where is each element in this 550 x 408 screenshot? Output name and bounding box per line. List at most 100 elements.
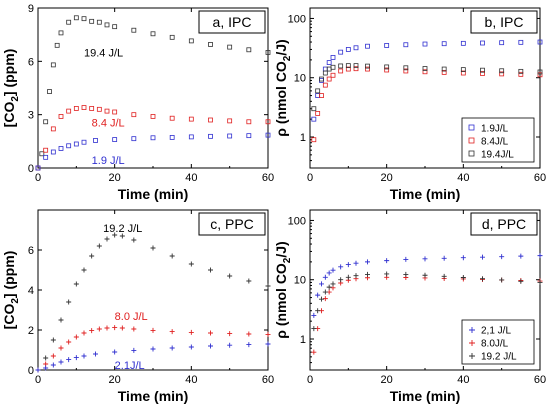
data-point: [131, 27, 137, 33]
data-point: [188, 329, 194, 335]
data-point: [322, 70, 328, 76]
series-0: [35, 15, 271, 171]
data-point: [43, 355, 49, 361]
data-point: [311, 106, 317, 112]
y-axis-label-sub: 2: [10, 96, 21, 102]
legend-marker: [468, 150, 475, 157]
data-point: [480, 254, 485, 260]
data-point: [322, 82, 328, 88]
data-point: [188, 134, 194, 140]
data-point: [322, 289, 328, 295]
data-point: [460, 255, 466, 261]
y-axis-label: ρ (nmol CO2/J): [273, 241, 293, 338]
data-point: [338, 49, 344, 55]
data-point: [315, 308, 321, 314]
data-point: [208, 42, 213, 47]
data-point: [50, 337, 56, 343]
data-point: [89, 253, 95, 259]
data-point: [188, 344, 194, 350]
data-point: [227, 342, 233, 348]
data-point: [169, 115, 175, 121]
chart-panel-0: 0 20 40 60 0 3 6 9 Time (min) [CO2] (ppm) a, IPC 19…: [1, 3, 274, 202]
data-point: [112, 137, 118, 142]
data-point: [96, 243, 102, 249]
data-point: [319, 93, 324, 98]
data-point: [403, 256, 409, 262]
data-point: [35, 367, 41, 373]
data-point: [227, 273, 233, 279]
y-axis-label-unit: /J): [273, 39, 289, 55]
data-point: [246, 278, 252, 284]
y-axis-label-main: ρ (nmol CO: [273, 263, 289, 339]
data-point: [112, 232, 118, 238]
data-point: [319, 78, 324, 83]
panel-label-box: [470, 10, 538, 34]
data-point: [345, 262, 351, 268]
data-point: [537, 69, 543, 75]
data-point: [265, 132, 271, 138]
legend-entry: 8.4J/L: [481, 137, 509, 148]
data-point: [319, 76, 324, 82]
data-point: [131, 347, 137, 353]
data-point: [422, 256, 428, 262]
data-point: [518, 68, 524, 74]
data-point: [47, 89, 52, 94]
y-tick-label: 10: [294, 275, 306, 287]
data-point: [50, 353, 56, 359]
y-tick-label: 4: [28, 285, 34, 297]
data-point: [66, 299, 72, 305]
data-point: [50, 362, 56, 368]
data-point: [246, 331, 252, 337]
x-tick-label: 20: [109, 172, 121, 184]
data-point: [265, 50, 271, 55]
series-2: [311, 63, 543, 112]
data-point: [73, 334, 79, 340]
x-tick-label: 60: [534, 172, 546, 184]
data-point: [315, 292, 321, 298]
legend: 1.9J/L 8.4J/L 19.4J/L: [461, 117, 535, 163]
data-point: [403, 42, 409, 48]
data-point: [403, 68, 409, 74]
data-point: [330, 267, 336, 273]
data-point: [330, 55, 336, 60]
data-point: [265, 283, 271, 289]
data-point: [480, 67, 485, 73]
data-point: [480, 71, 485, 76]
data-point: [227, 331, 233, 337]
x-tick-label: 0: [35, 172, 41, 184]
data-point: [227, 133, 233, 139]
data-point: [150, 114, 156, 119]
data-point: [112, 24, 118, 30]
data-point: [319, 281, 324, 287]
y-tick-label: 100: [288, 215, 306, 227]
data-point: [326, 284, 332, 290]
data-point: [227, 44, 233, 50]
data-point: [104, 325, 110, 331]
x-tick-label: 40: [185, 374, 197, 386]
data-point: [384, 67, 390, 73]
legend-entry: 8.0J/L: [481, 339, 509, 350]
data-point: [150, 245, 156, 251]
data-point: [353, 45, 359, 51]
data-point: [384, 43, 390, 48]
x-tick-label: 20: [381, 172, 393, 184]
data-point: [131, 136, 137, 142]
panel-label: d, PPC: [482, 216, 526, 232]
data-point: [35, 165, 41, 171]
data-point: [73, 15, 79, 21]
series-1: [35, 325, 271, 373]
data-point: [58, 317, 64, 323]
series-annotation: 1.9 J/L: [92, 155, 125, 167]
y-tick-label: 1: [300, 334, 306, 346]
y-axis-label: ρ (nmol CO2/J): [273, 39, 293, 136]
y-axis-label-main: [CO: [1, 304, 17, 330]
data-point: [169, 34, 175, 40]
data-point: [518, 39, 524, 45]
data-point: [499, 277, 505, 283]
x-tick-label: 40: [457, 172, 469, 184]
data-point: [81, 330, 87, 336]
x-tick-label: 60: [262, 172, 274, 184]
data-point: [208, 267, 213, 273]
data-point: [353, 66, 359, 72]
data-point: [322, 274, 328, 280]
